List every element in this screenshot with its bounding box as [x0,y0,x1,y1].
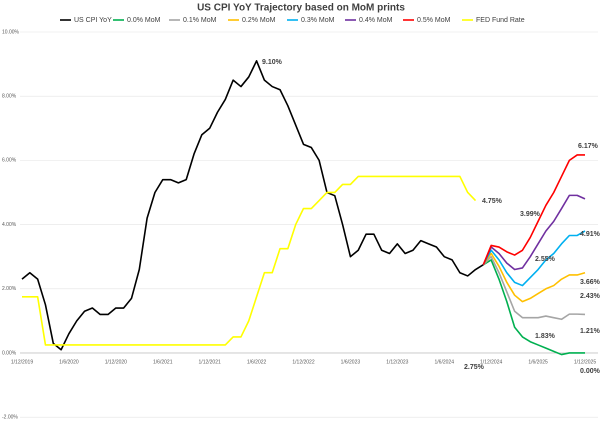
annotation: 2.75% [464,364,485,371]
annotation: 6.17% [578,143,599,150]
series-line [482,154,585,266]
x-tick-label: 1/12/2025 [574,359,596,365]
annotation: 3.66% [580,279,601,286]
annotation: 0.00% [580,368,601,375]
annotation: 3.99% [520,211,541,218]
legend-label: 0.1% MoM [183,17,217,24]
x-tick-label: 1/12/2022 [292,359,314,365]
series-line [482,252,586,303]
x-tick-label: 1/12/2021 [199,359,221,365]
legend-label: US CPI YoY [74,17,112,24]
legend-label: 0.5% MoM [417,17,451,24]
x-tick-label: 1/6/2020 [59,359,79,365]
y-tick-label: 10.00% [2,29,20,35]
y-tick-label: 0.00% [2,350,17,356]
y-tick-label: -2.00% [2,414,18,420]
annotation: 2.43% [580,293,601,300]
x-tick-label: 1/12/2024 [480,359,502,365]
annotation: 4.75% [482,198,503,205]
annotation: 9.10% [262,59,283,66]
legend-label: FED Fund Rate [476,17,525,24]
y-tick-label: 8.00% [2,94,17,100]
y-tick-label: 6.00% [2,158,17,164]
x-tick-label: 1/6/2025 [528,359,548,365]
annotation: 1.83% [535,333,556,340]
annotation: 1.21% [580,328,601,335]
series-line [21,60,484,351]
x-tick-label: 1/6/2022 [247,359,267,365]
series-line [22,175,477,346]
x-tick-label: 1/6/2023 [341,359,361,365]
legend-label: 0.0% MoM [127,17,161,24]
x-tick-label: 1/12/2020 [105,359,127,365]
series-line [482,230,586,287]
annotation: 2.55% [535,256,556,263]
x-tick-label: 1/6/2021 [153,359,173,365]
annotation: 4.91% [580,231,601,238]
y-tick-label: 4.00% [2,222,17,228]
series-line [482,194,586,271]
legend-label: 0.3% MoM [301,17,335,24]
x-tick-label: 1/6/2024 [435,359,455,365]
series-line [482,255,586,321]
x-tick-label: 1/12/2019 [11,359,33,365]
chart-title: US CPI YoY Trajectory based on MoM print… [197,3,405,14]
series-line [482,259,585,356]
y-tick-label: 2.00% [2,286,17,292]
legend-label: 0.2% MoM [242,17,276,24]
legend-label: 0.4% MoM [359,17,393,24]
x-tick-label: 1/12/2023 [386,359,408,365]
